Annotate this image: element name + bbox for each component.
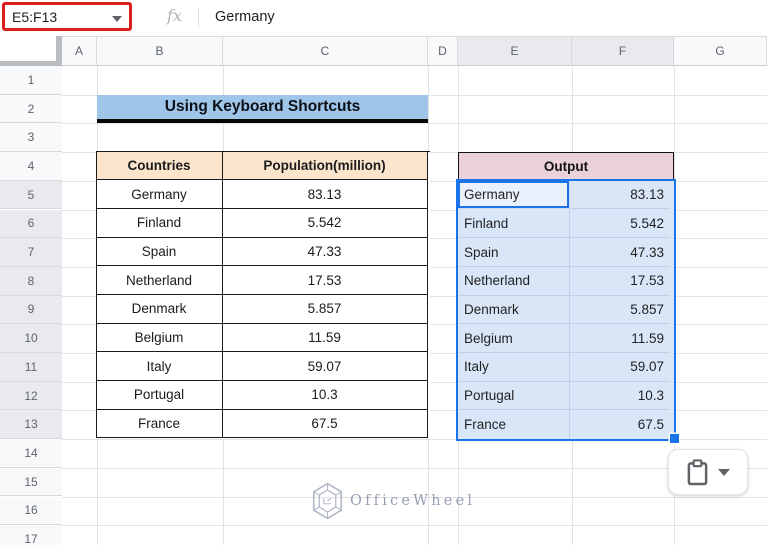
source-table-cell-country[interactable]: Netherland [96, 266, 223, 296]
clipboard-icon [687, 458, 708, 485]
output-table-cell-country[interactable]: Denmark [458, 295, 570, 325]
title-banner-text: Using Keyboard Shortcuts [164, 98, 361, 116]
column-header-F[interactable]: F [572, 36, 674, 66]
row-header-13[interactable]: 13 [0, 410, 62, 440]
output-table-cell-country[interactable]: Netherland [458, 266, 570, 296]
column-header-B[interactable]: B [97, 36, 223, 66]
output-table-header-cell[interactable]: Output [458, 152, 674, 181]
output-table-cell-value[interactable]: 47.33 [570, 238, 670, 267]
output-table-cell-value[interactable]: 59.07 [570, 353, 670, 382]
watermark-text: OfficeWheel [350, 493, 476, 509]
source-table-cell-country[interactable]: Belgium [96, 323, 223, 353]
output-table-header-text: Output [543, 158, 589, 174]
output-table-cell-value[interactable]: 5.857 [570, 296, 670, 325]
gridline-horizontal [62, 439, 767, 441]
output-table-cell-country[interactable]: Germany [458, 180, 570, 210]
formula-bar-divider [198, 8, 199, 27]
column-header-E[interactable]: E [458, 36, 572, 66]
title-banner-cell[interactable]: Using Keyboard Shortcuts [97, 94, 428, 124]
source-table-cell-value[interactable]: 47.33 [222, 237, 428, 267]
source-table: Countries Population(million) Germany 83.13… [95, 150, 430, 439]
column-header-D[interactable]: D [428, 36, 458, 66]
select-all-corner[interactable] [0, 36, 62, 66]
fill-handle[interactable] [670, 434, 679, 444]
output-table-cell-country[interactable]: Belgium [458, 324, 570, 353]
source-table-cell-value[interactable]: 67.5 [222, 409, 428, 439]
source-table-cell-country[interactable]: Portugal [96, 381, 223, 410]
gridline-horizontal [62, 496, 767, 498]
source-table-header-cell[interactable]: Population(million) [222, 151, 428, 181]
column-header-G[interactable]: G [674, 36, 767, 66]
source-table-header-cell[interactable]: Countries [96, 151, 223, 181]
annotation-highlight-box [2, 2, 132, 31]
source-table-cell-value[interactable]: 83.13 [222, 180, 428, 209]
row-header-9[interactable]: 9 [0, 295, 62, 325]
chevron-down-icon[interactable] [112, 16, 122, 22]
output-table-cell-country[interactable]: Portugal [458, 381, 570, 411]
source-table-cell-country[interactable]: Germany [96, 180, 223, 209]
source-table-cell-value[interactable]: 11.59 [222, 323, 428, 353]
output-table-cell-value[interactable]: 67.5 [637, 417, 664, 433]
source-table-cell-country[interactable]: Denmark [96, 295, 223, 324]
column-header-A[interactable]: A [62, 36, 97, 66]
gridline-horizontal [62, 525, 767, 527]
watermark: OfficeWheel [311, 479, 475, 523]
row-header-10[interactable]: 10 [0, 324, 62, 353]
paste-special-button[interactable] [668, 449, 748, 495]
name-box[interactable]: E5:F13 [12, 9, 58, 25]
gridline-horizontal [62, 123, 767, 125]
row-header-17[interactable]: 17 [0, 525, 62, 545]
gridline-horizontal [62, 467, 767, 469]
output-table-cell-country[interactable]: Spain [458, 238, 570, 267]
row-header-2[interactable]: 2 [0, 94, 62, 124]
row-header-11[interactable]: 11 [0, 353, 62, 382]
row-header-5[interactable]: 5 [0, 180, 62, 210]
output-table-cell-value[interactable]: 83.13 [570, 181, 670, 210]
source-table-cell-value[interactable]: 5.857 [222, 295, 428, 324]
output-table-cell-value[interactable]: 11.59 [570, 324, 670, 353]
row-header-1[interactable]: 1 [0, 66, 62, 95]
row-header-6[interactable]: 6 [0, 209, 62, 239]
output-table-cell-country[interactable]: France [458, 410, 570, 439]
source-table-cell-value[interactable]: 59.07 [222, 352, 428, 382]
row-header-8[interactable]: 8 [0, 266, 62, 296]
output-table-cell-value[interactable]: 17.53 [570, 267, 670, 296]
formula-bar-area: E5:F13 fx Germany [0, 0, 767, 36]
row-header-12[interactable]: 12 [0, 381, 62, 411]
source-table-cell-value[interactable]: 5.542 [222, 208, 428, 238]
row-header-3[interactable]: 3 [0, 123, 62, 153]
output-table-cell-country[interactable]: Finland [458, 209, 570, 239]
source-table-cell-value[interactable]: 10.3 [222, 381, 428, 410]
output-table-cell-value[interactable]: 5.542 [570, 209, 670, 239]
fx-icon: fx [167, 6, 182, 25]
source-table-cell-value[interactable]: 17.53 [222, 266, 428, 296]
row-header-15[interactable]: 15 [0, 467, 62, 497]
formula-bar-input[interactable]: Germany [215, 9, 275, 25]
output-selection-range[interactable]: Germany 83.13 Finland 5.542 Spain 47.33 Nether… [456, 178, 676, 442]
row-header-4[interactable]: 4 [0, 152, 62, 181]
output-table-cell-country[interactable]: Italy [458, 352, 570, 382]
row-header-16[interactable]: 16 [0, 496, 62, 526]
output-table-cell-value[interactable]: 10.3 [570, 382, 670, 411]
chevron-down-icon[interactable] [718, 468, 730, 476]
source-table-cell-country[interactable]: Finland [96, 208, 223, 238]
column-header-C[interactable]: C [223, 36, 428, 66]
row-header-14[interactable]: 14 [0, 439, 62, 468]
source-table-cell-country[interactable]: Italy [96, 352, 223, 382]
source-table-cell-country[interactable]: France [96, 409, 223, 439]
row-header-7[interactable]: 7 [0, 238, 62, 267]
officewheel-logo-icon [312, 482, 343, 520]
source-table-cell-country[interactable]: Spain [96, 237, 223, 267]
